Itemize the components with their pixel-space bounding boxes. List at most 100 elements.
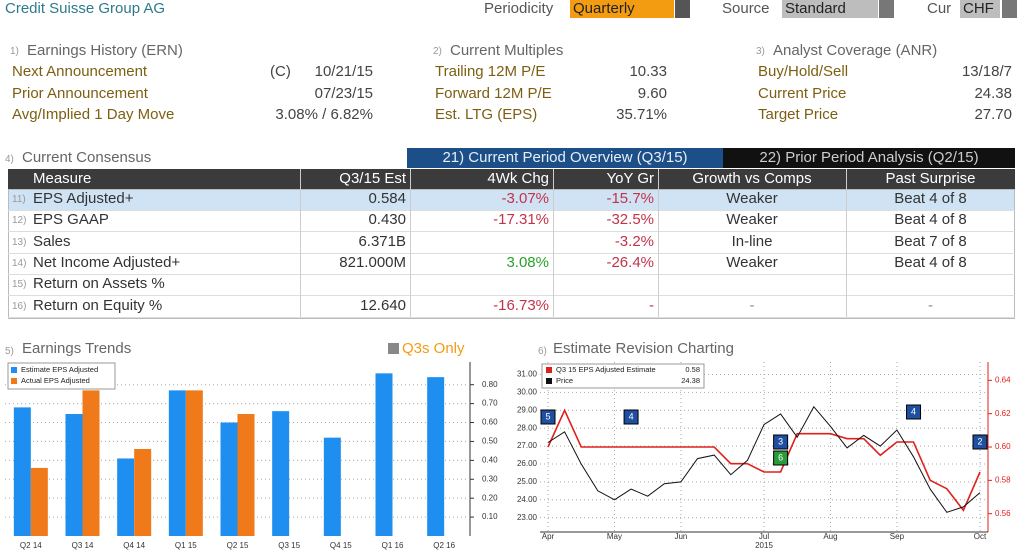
panel-number: 2) <box>433 46 442 57</box>
legend-label: Q3 15 EPS Adjusted Estimate <box>556 365 656 374</box>
source-dropdown[interactable] <box>782 0 878 18</box>
x-tick-label: Q2 16 <box>433 541 455 550</box>
panel-number: 3) <box>756 46 765 57</box>
y-tick-label: 26.00 <box>517 459 538 468</box>
toggle-label[interactable]: Q3s Only <box>402 340 465 357</box>
field-label: Est. LTG (EPS) <box>435 106 538 123</box>
periodicity-dropdown[interactable] <box>570 0 674 18</box>
row-number: 12) <box>12 215 27 227</box>
panel-title: Current Multiples <box>450 42 564 59</box>
tab-inactive[interactable] <box>723 148 1015 168</box>
column-divider <box>846 169 847 317</box>
table-cell: 12.640 <box>360 296 406 314</box>
y-tick-label: 0.50 <box>482 437 498 446</box>
chart-number: 6) <box>538 346 547 357</box>
x-tick-label: Q2 15 <box>227 541 249 550</box>
table-cell: - <box>649 296 654 314</box>
table-cell: -15.7% <box>606 190 654 207</box>
revision-marker <box>906 404 922 420</box>
measure-name: Sales <box>33 232 71 250</box>
dropdown-arrow[interactable] <box>879 0 894 18</box>
toggle-checkbox[interactable] <box>388 343 399 354</box>
legend-value: 24.38 <box>681 376 700 385</box>
column-divider <box>658 169 659 317</box>
x-tick-label: Q3 15 <box>278 541 300 550</box>
tab-label[interactable]: 21) Current Period Overview (Q3/15) <box>442 149 688 166</box>
series-line <box>547 405 981 513</box>
legend-label: Price <box>556 376 573 385</box>
table-cell: 0.430 <box>368 211 406 229</box>
currency-label: Cur <box>927 0 952 17</box>
y-tick-label: 28.00 <box>517 423 538 432</box>
revision-marker <box>773 450 789 466</box>
y-tick-label: 0.80 <box>482 380 498 389</box>
bar <box>375 373 393 536</box>
series-line <box>547 408 981 512</box>
dropdown-arrow[interactable] <box>1002 0 1017 18</box>
measure-name: EPS GAAP <box>33 211 109 229</box>
field-value: 13/18/7 <box>961 63 1012 80</box>
table-body <box>8 189 1015 319</box>
y-tick-label: 0.40 <box>482 455 498 464</box>
x-tick-label: Apr <box>542 532 555 541</box>
x-tick-label: Jun <box>674 532 687 541</box>
legend-swatch <box>11 367 17 373</box>
row-divider <box>8 273 1015 275</box>
field-value: 27.70 <box>974 106 1012 123</box>
x-tick-label: Q3 14 <box>72 541 94 550</box>
field-value: 07/23/15 <box>314 84 373 102</box>
tab-active[interactable] <box>407 148 723 168</box>
y-tick-label: 30.00 <box>517 388 538 397</box>
table-cell: 821.000M <box>339 253 406 271</box>
row-number: 13) <box>12 236 27 248</box>
x-sublabel: 2015 <box>755 541 773 550</box>
row-divider <box>8 252 1015 254</box>
chart-number: 5) <box>5 346 14 357</box>
field-label: Avg/Implied 1 Day Move <box>12 106 175 123</box>
field-value: 9.60 <box>637 84 667 102</box>
field-label: Prior Announcement <box>12 84 148 102</box>
currency-dropdown[interactable] <box>960 0 1000 18</box>
x-tick-label: Q2 14 <box>20 541 42 550</box>
panel-number: 1) <box>10 46 19 57</box>
y-tick-label: 31.00 <box>517 370 538 379</box>
tab-label[interactable]: 22) Prior Period Analysis (Q2/15) <box>759 149 979 166</box>
x-tick-label: Sep <box>890 532 905 541</box>
revision-marker-label: 4 <box>911 406 916 416</box>
bar <box>13 407 31 536</box>
source-value[interactable]: Standard <box>785 0 846 17</box>
table-cell: - <box>928 296 933 314</box>
section-number: 4) <box>5 154 14 165</box>
dropdown-arrow[interactable] <box>675 0 690 18</box>
table-cell: Beat 4 of 8 <box>894 211 967 229</box>
table-header-bg <box>8 169 1015 189</box>
legend-swatch <box>546 378 552 384</box>
row-number: 16) <box>12 300 27 312</box>
x-tick-label: Jul <box>759 532 769 541</box>
legend-swatch <box>546 367 552 373</box>
section-title: Current Consensus <box>22 149 152 166</box>
bar <box>168 390 186 536</box>
revision-marker <box>773 434 789 450</box>
y-tick-label: 25.00 <box>517 477 538 486</box>
column-header: Measure <box>33 170 92 187</box>
revision-marker-label: 3 <box>778 436 783 446</box>
revision-marker <box>623 409 639 425</box>
panel-title: Earnings History (ERN) <box>27 42 183 59</box>
table-cell: Weaker <box>726 253 778 271</box>
y2-tick-label: 0.64 <box>995 375 1011 384</box>
y2-tick-label: 0.56 <box>995 509 1011 518</box>
y-tick-label: 0.10 <box>482 512 498 521</box>
periodicity-value[interactable]: Quarterly <box>573 0 635 17</box>
periodicity-label: Periodicity <box>484 0 554 17</box>
legend-box <box>541 363 705 389</box>
table-cell: -3.07% <box>501 190 549 207</box>
field-value: 3.08% / 6.82% <box>275 106 373 123</box>
table-cell: Weaker <box>726 211 778 229</box>
currency-value[interactable]: CHF <box>963 0 994 17</box>
field-value: 10.33 <box>629 63 667 80</box>
table-cell: 0.584 <box>368 190 406 207</box>
x-tick-label: Q4 14 <box>123 541 145 550</box>
legend-value: 0.58 <box>685 365 700 374</box>
column-divider <box>410 169 411 317</box>
